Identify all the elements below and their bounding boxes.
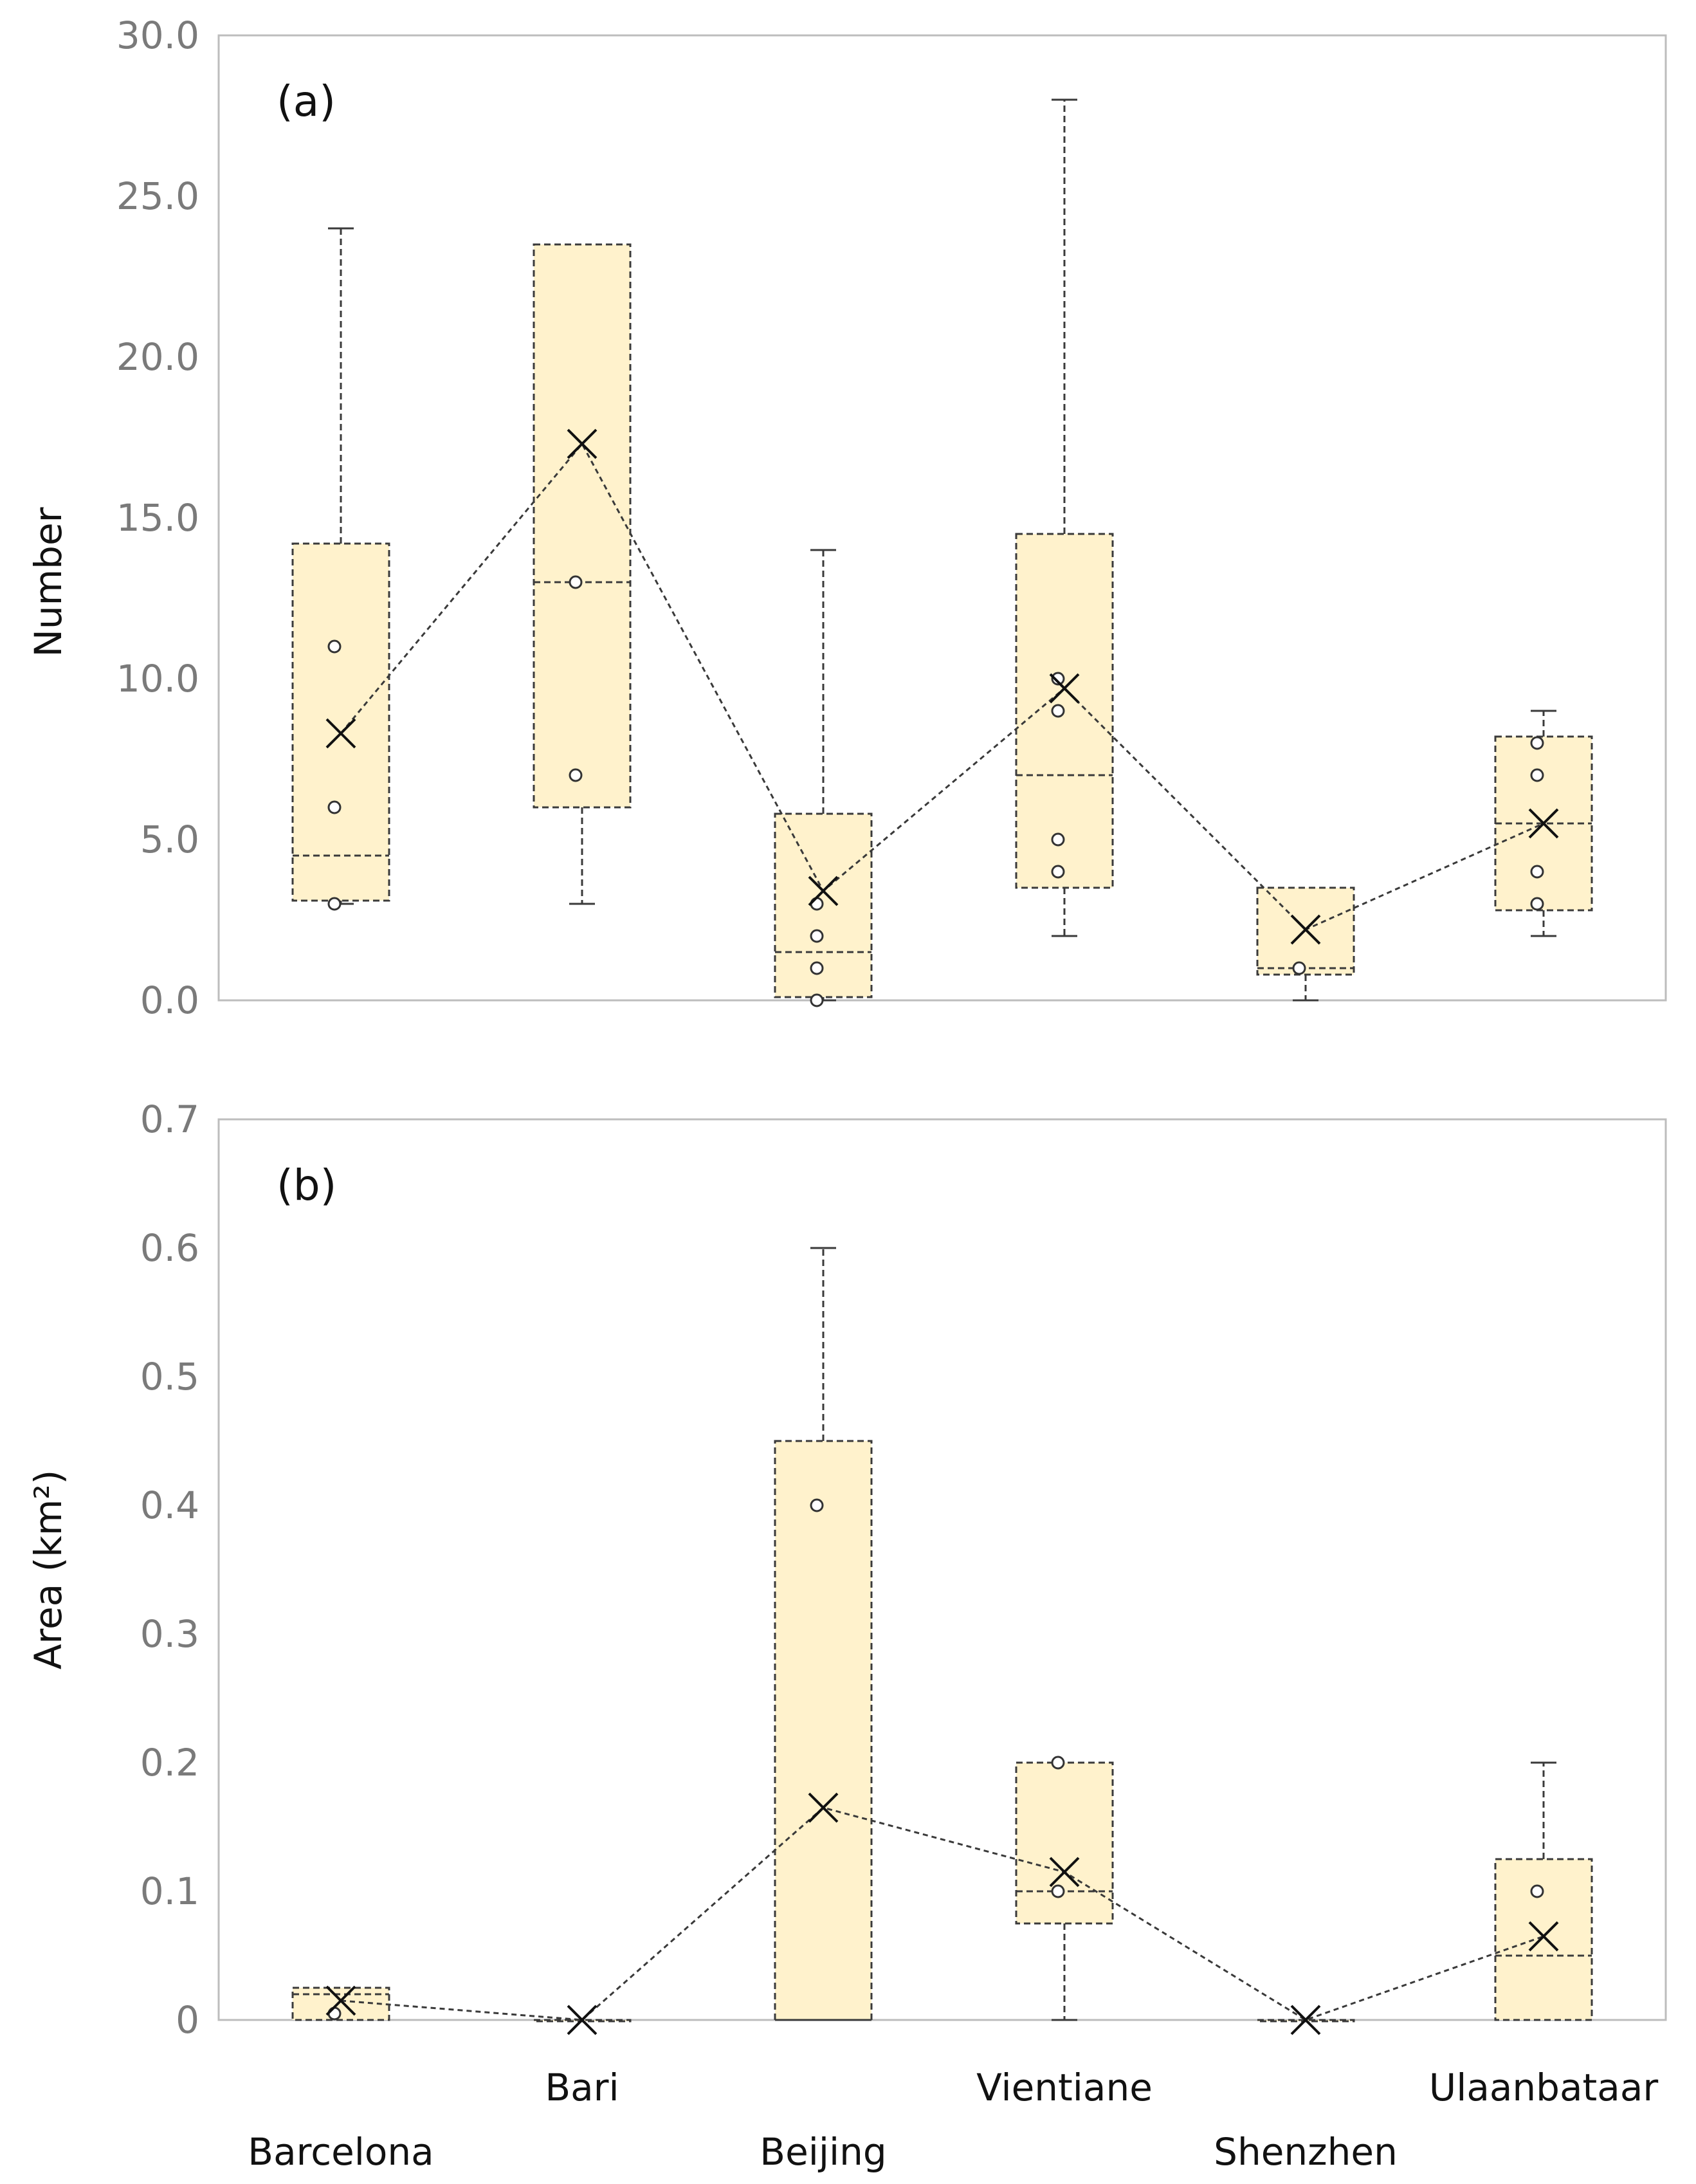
panel-a-vientiane-mean-marker-b: [1049, 673, 1080, 704]
panel-b-shenzhen-mean-marker-b: [1290, 2005, 1321, 2035]
panel-a-ytick-2: 10.0: [116, 657, 199, 701]
panel-a-barcelona-point-1: [327, 800, 342, 814]
panel-b-barcelona-box: [291, 1987, 390, 2021]
panel-a-shenzhen-point-0: [1292, 961, 1306, 975]
panel-a-barcelona-point-2: [327, 639, 342, 654]
panel-a-ytick-5: 25.0: [116, 174, 199, 218]
panel-a-ytick-4: 20.0: [116, 335, 199, 379]
panel-a-beijing-point-0: [810, 993, 824, 1007]
category-label-barcelona: Barcelona: [248, 2130, 433, 2174]
panel-a-barcelona-box: [291, 542, 390, 902]
panel-b-ytick-6: 0.6: [140, 1226, 199, 1270]
panel-a-beijing-mean-marker-b: [808, 876, 839, 906]
panel-a-bari-point-0: [569, 768, 583, 782]
panel-b-ulaanbataar-mean-marker-b: [1528, 1921, 1559, 1952]
panel-a-bari-mean-marker-b: [567, 428, 597, 459]
panel-a-ulaanbataar-mean-marker-b: [1528, 808, 1559, 839]
panel-a-ytick-0: 0.0: [140, 978, 199, 1022]
panel-b-ytick-2: 0.2: [140, 1741, 199, 1785]
panel-a-plot: 0.0 5.0 10.0 15.0 20.0 25.0 30.0: [116, 14, 1593, 1022]
panel-a-bari-box: [533, 243, 632, 809]
panel-b-ylabel: Area (km²): [26, 1470, 70, 1670]
panel-a-frame: [217, 34, 1667, 1002]
panel-b-vientiane-box: [1015, 1761, 1114, 1925]
panel-b-ytick-5: 0.5: [140, 1355, 199, 1399]
panel-b-bari-mean-marker-b: [567, 2005, 597, 2035]
panel-a-mean-line: [340, 442, 1544, 931]
panel-a-ylabel: Number: [26, 507, 70, 657]
category-label-vientiane: Vientiane: [976, 2066, 1153, 2109]
panel-b-beijing-box: [774, 1440, 873, 2021]
panel-a-ytick-3: 15.0: [116, 496, 199, 540]
panel-a-bari-point-1: [569, 575, 583, 589]
category-label-beijing: Beijing: [760, 2130, 886, 2174]
panel-b-ytick-1: 0.1: [140, 1869, 199, 1913]
panel-a-ytick-1: 5.0: [140, 818, 199, 861]
panel-b-ytick-0: 0: [176, 1998, 199, 2042]
panel-a-ytick-6: 30.0: [116, 14, 199, 57]
panel-a-barcelona-mean-marker-b: [325, 718, 356, 749]
panel-b-ytick-3: 0.3: [140, 1612, 199, 1656]
panel-a-vientiane-point-1: [1051, 832, 1065, 847]
panel-b-mean-line: [340, 1806, 1544, 2021]
category-label-ulaanbataar: Ulaanbataar: [1429, 2066, 1659, 2109]
panel-a-ulaanbataar-point-0: [1530, 897, 1544, 911]
panel-b-ytick-4: 0.4: [140, 1483, 199, 1527]
category-label-shenzhen: Shenzhen: [1214, 2130, 1398, 2174]
panel-a-vientiane-point-2: [1051, 704, 1065, 718]
panel-b-label: (b): [277, 1161, 336, 1210]
category-labels: Barcelona Bari Beijing Vientiane Shenzhe…: [248, 2066, 1658, 2174]
panel-a-label: (a): [277, 77, 336, 126]
panel-b-vientiane-mean-marker-b: [1049, 1857, 1080, 1887]
panel-b-barcelona-mean-marker-b: [325, 1985, 356, 2016]
panel-a-vientiane-point-3: [1051, 672, 1065, 686]
panel-b-vientiane-point-1: [1051, 1756, 1065, 1770]
panel-b-beijing-point-0: [810, 1498, 824, 1512]
panel-a-vientiane-point-0: [1051, 865, 1065, 879]
panel-b-vientiane-point-0: [1051, 1884, 1065, 1898]
panel-b-ulaanbataar-point-0: [1530, 1884, 1544, 1898]
panel-a-ulaanbataar-point-1: [1530, 865, 1544, 879]
panel-a-barcelona-point-0: [327, 897, 342, 911]
category-label-bari: Bari: [545, 2066, 619, 2109]
panel-b-frame: [217, 1118, 1667, 2021]
panel-a-ulaanbataar-point-2: [1530, 768, 1544, 782]
panel-b-beijing-mean-marker-b: [808, 1792, 839, 1823]
panel-a-beijing-point-2: [810, 929, 824, 943]
panel-b-ytick-7: 0.7: [140, 1097, 199, 1141]
panel-a-ulaanbataar-point-3: [1530, 736, 1544, 750]
panel-a-beijing-point-1: [810, 961, 824, 975]
panel-b-plot: 0 0.1 0.2 0.3 0.4 0.5 0.6 0.7: [140, 1097, 1593, 2042]
panel-a-shenzhen-mean-marker-b: [1290, 914, 1321, 945]
panel-b-ulaanbataar-box: [1494, 1858, 1593, 2021]
